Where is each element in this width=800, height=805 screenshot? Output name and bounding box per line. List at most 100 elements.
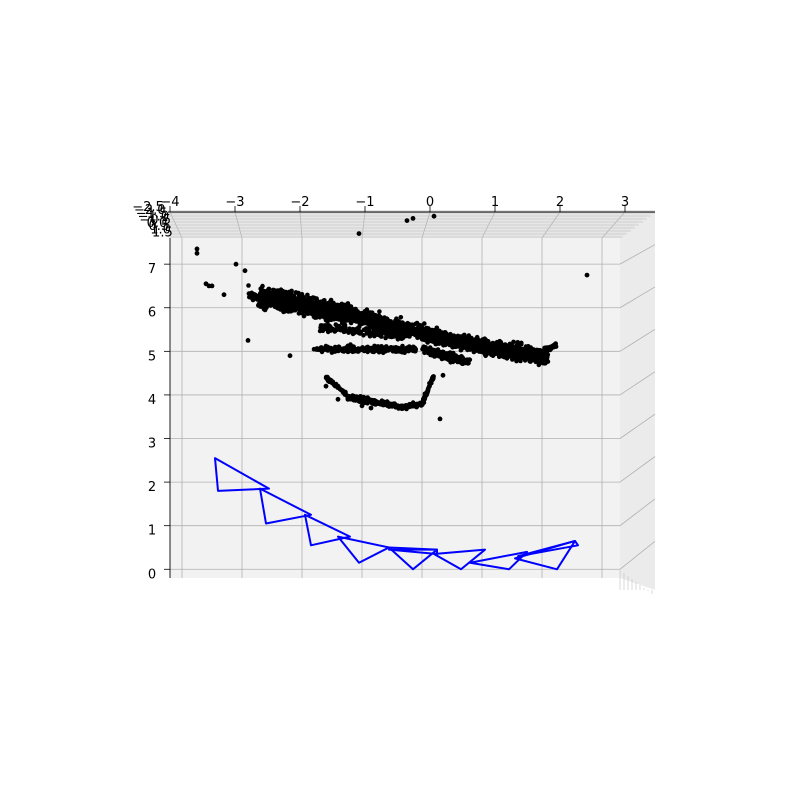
camera-frustums [214, 457, 579, 571]
point [400, 406, 406, 411]
point [412, 328, 418, 334]
point [507, 349, 513, 354]
point [353, 314, 358, 320]
x-tick-label: −2 [290, 195, 309, 210]
side-pane [620, 210, 655, 590]
point [323, 325, 329, 330]
point [278, 296, 284, 302]
z-tick-label: 0 [148, 567, 156, 582]
point [312, 314, 318, 319]
point [261, 299, 266, 304]
point [303, 307, 308, 313]
point [364, 327, 370, 333]
camera-frustum [259, 487, 312, 525]
point [540, 356, 546, 362]
point [417, 334, 422, 340]
point [410, 216, 416, 221]
point [436, 348, 441, 354]
point [301, 313, 307, 319]
point [438, 336, 444, 341]
point [368, 310, 374, 316]
point [293, 290, 299, 295]
point [429, 330, 434, 335]
z-gridline-side [619, 371, 656, 396]
point [295, 298, 301, 304]
point [358, 311, 364, 316]
point [461, 333, 466, 339]
camera-frustum [214, 457, 270, 492]
point [313, 307, 318, 313]
point [444, 338, 450, 344]
point [328, 345, 334, 351]
point [541, 347, 547, 353]
point [280, 288, 286, 294]
y-tick-label: 1.5 [152, 226, 173, 241]
x-tick-label: −3 [225, 195, 244, 210]
point [274, 291, 279, 296]
point [375, 318, 380, 323]
point [446, 350, 452, 356]
point [410, 401, 416, 407]
point [362, 319, 368, 325]
point [535, 355, 541, 360]
point [400, 345, 405, 350]
camera-frustum [433, 548, 486, 571]
point [454, 357, 460, 363]
camera-frustum [517, 539, 579, 558]
point [194, 246, 200, 252]
camera-frustum [388, 546, 438, 571]
point [335, 384, 341, 389]
point [347, 326, 352, 332]
point [340, 325, 346, 331]
point [421, 335, 426, 340]
point [422, 321, 427, 326]
point [348, 348, 353, 354]
point-cloud [194, 213, 590, 422]
point [374, 399, 379, 405]
point [233, 261, 239, 267]
point [430, 377, 435, 383]
point [305, 296, 311, 302]
axis-panes [168, 210, 655, 590]
point [280, 306, 285, 312]
point [467, 357, 473, 363]
point [329, 350, 335, 355]
point [386, 327, 392, 333]
point [288, 290, 294, 295]
point [396, 319, 401, 324]
camera-frustum [304, 513, 351, 547]
point [350, 329, 356, 335]
point [444, 333, 449, 338]
point [437, 416, 443, 422]
point [323, 318, 329, 323]
point [305, 292, 310, 298]
axis-lines [168, 211, 655, 578]
x-tick-label: 0 [426, 195, 434, 210]
point [359, 397, 364, 402]
point [424, 392, 429, 397]
point [307, 306, 313, 311]
point [257, 297, 263, 303]
point [482, 342, 488, 347]
camera-frustum [388, 548, 438, 556]
point [329, 380, 335, 386]
y-tick-label: 0.0 [147, 216, 168, 231]
point [364, 315, 369, 321]
point [400, 320, 405, 325]
point [461, 357, 467, 363]
point [506, 354, 512, 359]
point [337, 309, 342, 314]
y-tick-label: −2.0 [134, 203, 166, 218]
z-tick-label: 4 [148, 393, 156, 408]
point [329, 327, 334, 332]
point [282, 297, 287, 302]
point [264, 295, 270, 300]
point [301, 296, 307, 302]
point [398, 315, 404, 320]
point [364, 331, 370, 336]
point [249, 295, 254, 301]
x-tick-label: −1 [355, 195, 374, 210]
point [356, 346, 361, 351]
point [373, 329, 379, 335]
